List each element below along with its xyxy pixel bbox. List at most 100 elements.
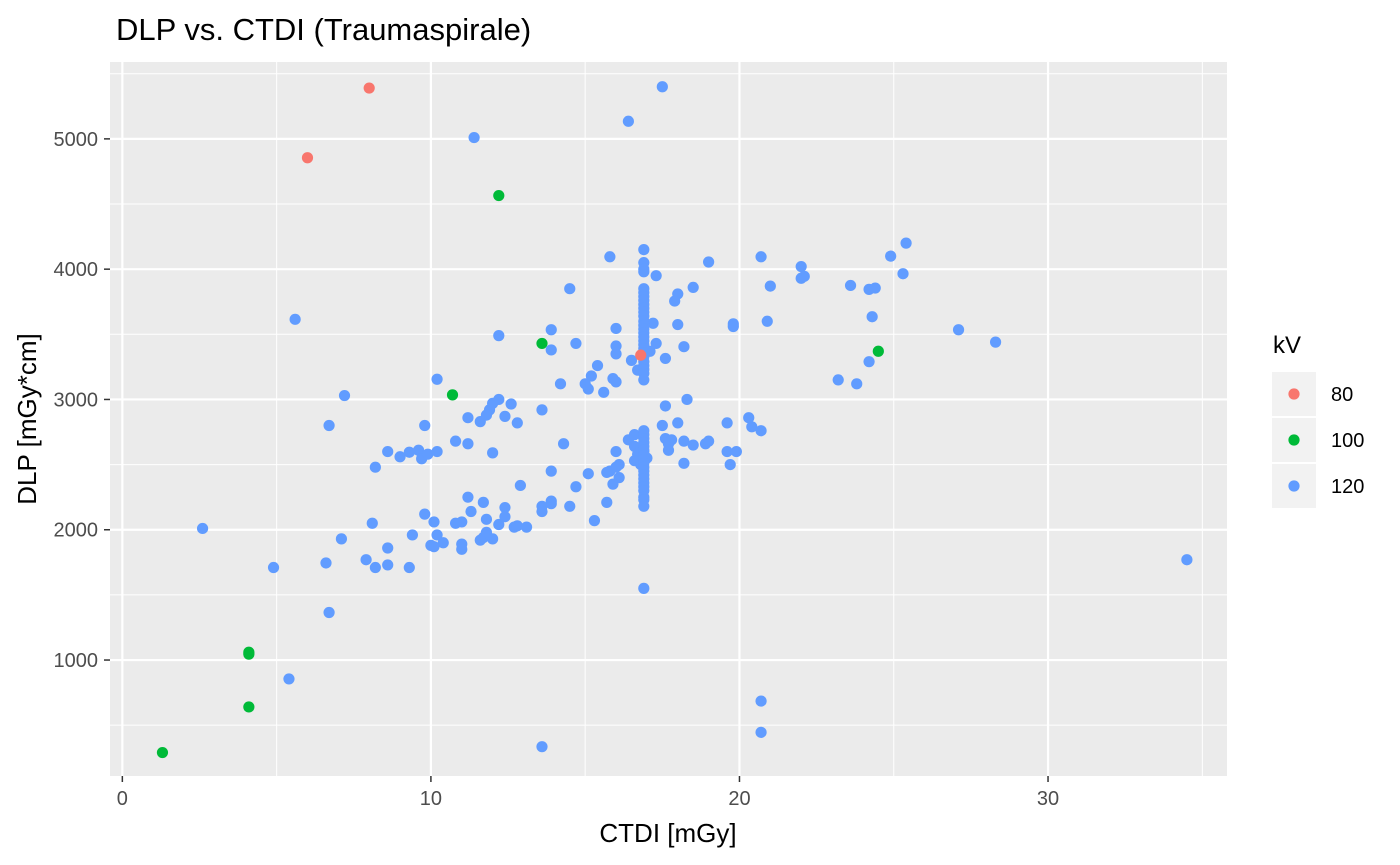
data-point-kv-120 [431, 529, 443, 541]
data-point-kv-120 [511, 520, 523, 532]
data-point-kv-120 [382, 559, 394, 571]
data-point-kv-120 [335, 533, 348, 545]
data-point-kv-120 [419, 419, 431, 432]
data-point-kv-120 [406, 529, 418, 541]
y-tick-label: 2000 [54, 520, 99, 542]
data-point-kv-120 [480, 513, 493, 525]
data-point-kv-120 [687, 439, 699, 451]
data-point-kv-120 [727, 320, 739, 333]
x-tick-label: 0 [117, 788, 128, 810]
data-point-kv-120 [628, 429, 641, 441]
data-point-kv-120 [493, 330, 505, 342]
data-point-kv-120 [403, 446, 415, 458]
data-point-kv-120 [412, 444, 425, 456]
legend: kV 80 100 120 [1272, 332, 1364, 508]
data-point-kv-120 [465, 505, 477, 518]
data-point-kv-120 [564, 500, 576, 512]
data-point-kv-120 [582, 383, 594, 395]
data-point-kv-80 [363, 82, 375, 94]
data-point-kv-120 [449, 517, 462, 529]
data-point-kv-120 [647, 317, 659, 329]
data-point-kv-120 [564, 283, 576, 295]
data-point-kv-120 [474, 534, 486, 546]
data-point-kv-120 [499, 501, 511, 514]
data-point-kv-120 [755, 425, 767, 437]
data-point-kv-120 [428, 541, 440, 553]
legend-title: kV [1273, 332, 1301, 359]
data-point-kv-120 [625, 354, 638, 366]
data-point-kv-120 [866, 311, 878, 323]
data-point-kv-120 [487, 447, 499, 459]
data-point-kv-120 [687, 281, 699, 294]
data-point-kv-120 [755, 726, 767, 738]
data-point-kv-120 [267, 561, 280, 574]
data-point-kv-120 [610, 445, 622, 458]
data-point-kv-120 [557, 438, 570, 450]
y-tick-label: 3000 [54, 389, 99, 411]
data-point-kv-120 [431, 445, 443, 458]
data-point-kv-120 [604, 251, 616, 263]
data-point-kv-120 [656, 419, 668, 432]
data-point-kv-120 [610, 461, 622, 473]
data-point-kv-120 [851, 378, 863, 390]
data-point-kv-80 [301, 152, 314, 164]
data-point-kv-120 [638, 374, 650, 386]
data-point-kv-120 [585, 370, 597, 382]
data-point-kv-120 [678, 341, 690, 353]
data-point-kv-100 [156, 746, 169, 759]
data-point-kv-120 [545, 344, 557, 356]
data-point-kv-120 [607, 478, 619, 490]
data-point-kv-120 [536, 741, 548, 753]
data-point-kv-120 [360, 554, 372, 566]
data-point-kv-120 [659, 400, 672, 412]
data-point-kv-120 [669, 295, 681, 307]
data-point-kv-120 [366, 517, 378, 529]
data-point-kv-120 [761, 315, 773, 327]
data-point-kv-120 [844, 279, 857, 292]
data-point-kv-100 [243, 648, 255, 660]
data-point-kv-120 [323, 606, 335, 619]
data-point-kv-120 [672, 318, 684, 331]
data-point-kv-120 [678, 435, 690, 447]
legend-key-kv-80 [1288, 388, 1300, 400]
data-point-kv-120 [545, 324, 557, 336]
x-tick-label: 20 [728, 788, 750, 810]
data-point-kv-120 [900, 237, 912, 249]
data-point-kv-120 [721, 445, 733, 458]
data-point-kv-120 [798, 270, 810, 282]
data-point-kv-120 [610, 340, 622, 352]
data-point-kv-120 [650, 337, 662, 350]
data-point-kv-120 [582, 468, 594, 480]
legend-label-kv-120: 120 [1331, 476, 1364, 498]
y-tick-label: 4000 [54, 259, 99, 281]
y-axis-title: DLP [mGy*cm] [12, 333, 42, 504]
data-point-kv-120 [431, 373, 443, 385]
data-point-kv-120 [746, 421, 758, 433]
data-point-kv-100 [446, 389, 459, 401]
chart-title: DLP vs. CTDI (Traumaspirale) [116, 12, 531, 47]
data-point-kv-120 [672, 417, 684, 429]
legend-key-kv-120 [1288, 480, 1300, 492]
data-point-kv-120 [320, 557, 332, 569]
data-point-kv-120 [591, 359, 604, 372]
data-point-kv-120 [659, 352, 672, 365]
data-point-kv-120 [474, 416, 486, 428]
data-point-kv-120 [662, 444, 675, 456]
data-point-kv-120 [369, 561, 381, 574]
data-point-kv-120 [487, 533, 499, 545]
data-point-kv-120 [493, 518, 505, 531]
data-point-kv-120 [730, 445, 742, 458]
axes: 0 10 20 30 1000 2000 3000 4000 5000 [54, 129, 1060, 810]
data-point-kv-120 [598, 386, 610, 398]
data-point-kv-120 [422, 448, 434, 460]
y-tick-label: 1000 [54, 650, 99, 672]
data-point-kv-120 [638, 244, 650, 256]
data-point-kv-120 [419, 508, 431, 520]
data-point-kv-120 [897, 268, 909, 280]
data-point-kv-120 [505, 398, 517, 410]
data-point-kv-120 [681, 393, 693, 406]
data-point-kv-120 [570, 337, 582, 350]
data-points [156, 81, 1193, 759]
grid-lines [110, 62, 1227, 776]
